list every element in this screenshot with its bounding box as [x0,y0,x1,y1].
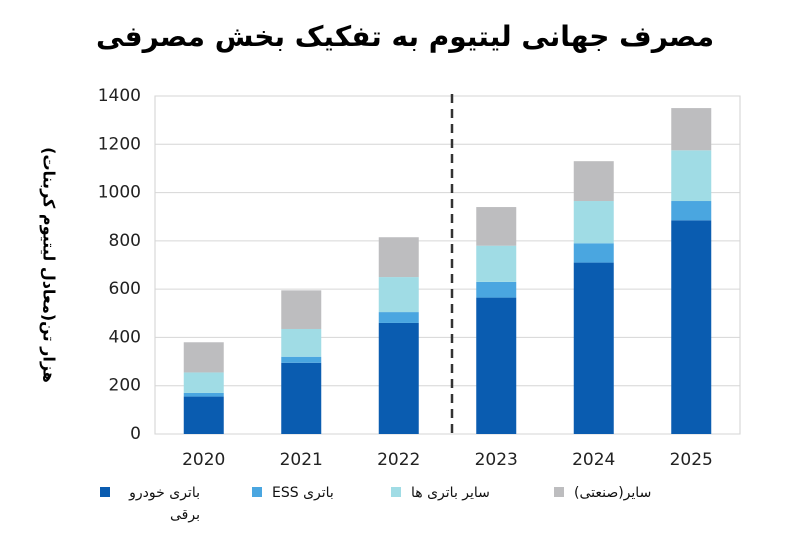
bar-segment [671,201,712,221]
bar-segment [573,243,614,263]
legend-swatch [100,487,110,497]
legend-item: سایر باتری ها [391,482,490,504]
x-tick-label: 2025 [670,450,713,470]
legend-item: باتری ESS [252,482,334,504]
legend-swatch [252,487,262,497]
bar-segment [183,396,224,434]
bar-segment [281,290,322,329]
bar-segment [476,281,517,298]
bar-segment [378,237,419,278]
legend-item: سایر(صنعتی) [554,482,651,504]
bar-segment [476,297,517,434]
x-tick-label: 2023 [475,450,518,470]
bar-segment [183,342,224,373]
y-tick-label: 600 [109,279,141,299]
y-tick-label: 0 [130,424,141,444]
plot-frame [154,95,741,435]
legend-swatch [554,487,564,497]
y-tick-label: 800 [109,231,141,251]
legend-label: سایر باتری ها [411,485,490,501]
y-tick-label: 1400 [98,86,141,106]
y-tick-label: 1200 [98,134,141,154]
legend-item: باتری خودرو برقی [100,482,200,526]
bar-segment [378,322,419,434]
bar-segment [476,245,517,282]
y-tick-label: 1000 [98,183,141,203]
legend-label: باتری خودرو برقی [129,485,200,523]
bar-segment [378,277,419,313]
bar-segment [671,150,712,202]
legend-swatch [391,487,401,497]
bar-segment [573,262,614,434]
bar-segment [573,161,614,202]
legend-label: سایر(صنعتی) [574,485,652,501]
bar-segment [378,312,419,323]
x-tick-label: 2020 [182,450,225,470]
y-axis-label: هزار تن(معادل لیتیوم کربنات) [40,147,59,383]
bar-segment [573,201,614,244]
bar-segment [281,362,322,434]
y-tick-label: 200 [109,376,141,396]
y-tick-label: 400 [109,327,141,347]
bar-segment [281,328,322,357]
legend-label: باتری ESS [272,485,334,501]
bar-segment [281,356,322,363]
bar-segment [476,207,517,246]
x-tick-label: 2024 [572,450,615,470]
bar-segment [671,220,712,434]
bar-segment [183,392,224,397]
bar-segment [183,372,224,393]
bar-segment [671,108,712,151]
chart-title: مصرف جهانی لیتیوم به تفکیک بخش مصرفی [96,20,714,53]
x-tick-label: 2021 [280,450,323,470]
x-tick-label: 2022 [377,450,420,470]
